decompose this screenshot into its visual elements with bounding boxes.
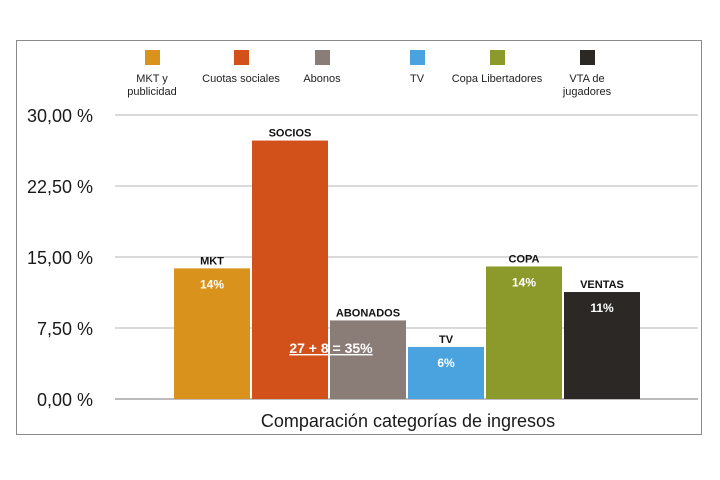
legend-swatch	[410, 50, 425, 65]
y-tick-label: 15,00 %	[27, 248, 93, 268]
legend-swatch	[580, 50, 595, 65]
bar-value-label: 11%	[590, 301, 614, 315]
legend-label: Cuotas sociales	[202, 73, 280, 85]
bar	[486, 266, 562, 399]
legend-label: MKT y	[136, 73, 168, 85]
legend-label: publicidad	[127, 86, 177, 98]
bar-category-label: ABONADOS	[336, 307, 400, 319]
y-tick-label: 7,50 %	[37, 319, 93, 339]
bar-value-label: 6%	[437, 356, 455, 370]
y-tick-label: 30,00 %	[27, 106, 93, 126]
bar-value-label: 14%	[200, 277, 224, 291]
bar-value-label: 14%	[512, 275, 536, 289]
bar	[408, 346, 484, 399]
bar-category-label: TV	[439, 334, 454, 346]
legend-swatch	[145, 50, 160, 65]
legend-label: Abonos	[303, 73, 341, 85]
sum-annotation: 27 + 8 = 35%	[289, 340, 373, 356]
bar	[330, 320, 406, 399]
legend-swatch	[234, 50, 249, 65]
bar	[252, 140, 328, 399]
y-axis-ticks: 30,00 % 22,50 % 15,00 % 7,50 % 0,00 %	[27, 106, 93, 410]
bar-category-label: SOCIOS	[269, 128, 312, 140]
legend-swatch	[490, 50, 505, 65]
bar	[174, 268, 250, 399]
legend-label: jugadores	[562, 86, 612, 98]
legend-label: TV	[410, 73, 425, 85]
bar-category-label: COPA	[509, 253, 540, 265]
bar-category-label: MKT	[200, 255, 224, 267]
bars: MKT 14% SOCIOS ABONADOS TV 6% COPA 14% VENTAS 11%	[174, 128, 640, 399]
y-tick-label: 0,00 %	[37, 390, 93, 410]
legend-swatch	[315, 50, 330, 65]
legend-label: Copa Libertadores	[452, 73, 543, 85]
bar-category-label: VENTAS	[580, 279, 624, 291]
bar	[564, 292, 640, 399]
y-tick-label: 22,50 %	[27, 177, 93, 197]
legend-label: VTA de	[569, 73, 604, 85]
x-axis-label: Comparación categorías de ingresos	[261, 411, 555, 431]
